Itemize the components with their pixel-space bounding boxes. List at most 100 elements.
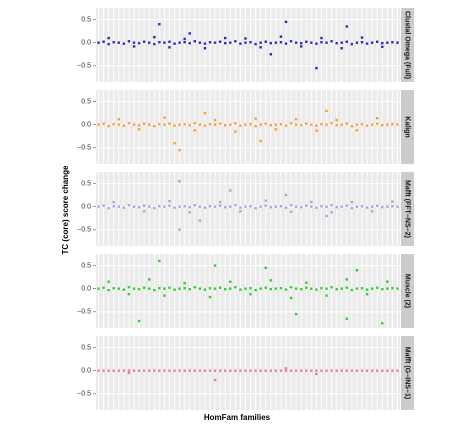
y-tick-label: 0.5 <box>81 16 91 23</box>
point <box>203 124 207 127</box>
point <box>310 41 313 44</box>
point <box>284 206 288 209</box>
point <box>391 41 394 44</box>
point <box>335 123 338 127</box>
y-tick-label: 0.5 <box>81 262 91 269</box>
point <box>365 124 369 127</box>
panel-background <box>96 336 400 410</box>
point <box>188 123 191 127</box>
point <box>203 111 207 115</box>
point <box>183 41 186 44</box>
point <box>269 53 272 56</box>
point <box>340 205 343 208</box>
point <box>107 206 110 210</box>
point <box>391 123 394 126</box>
point <box>234 122 237 125</box>
point <box>284 369 288 372</box>
y-tick-label: 0.5 <box>81 98 91 105</box>
point <box>345 40 348 43</box>
point <box>376 40 379 43</box>
facet-title: Kalign <box>404 116 411 137</box>
point <box>163 205 166 208</box>
point <box>117 287 120 290</box>
point <box>132 287 136 290</box>
point <box>203 47 207 50</box>
point <box>365 206 369 209</box>
point <box>117 369 120 372</box>
point <box>203 206 207 209</box>
point <box>234 130 237 133</box>
point <box>370 369 374 372</box>
point <box>386 369 389 372</box>
y-tick-label: −0.5 <box>77 309 91 316</box>
point <box>284 193 288 197</box>
point <box>360 205 364 208</box>
point <box>330 40 333 43</box>
point <box>163 287 166 290</box>
point <box>173 141 176 145</box>
point <box>163 123 166 126</box>
point <box>305 40 308 43</box>
point <box>345 369 348 372</box>
point <box>315 288 318 291</box>
point <box>239 210 242 213</box>
facet-title: Muscle (2) <box>404 274 411 308</box>
point <box>315 42 318 45</box>
point <box>294 287 298 290</box>
point <box>137 41 141 45</box>
point <box>330 286 333 289</box>
point <box>340 47 343 50</box>
point <box>335 118 338 122</box>
y-tick-label: −0.5 <box>77 227 91 234</box>
point <box>218 122 222 125</box>
point <box>315 124 318 127</box>
point <box>325 41 328 44</box>
point <box>335 287 338 291</box>
point <box>173 288 176 291</box>
point <box>264 40 267 43</box>
point <box>249 369 252 372</box>
point <box>213 264 217 267</box>
point <box>279 369 283 372</box>
point <box>142 286 146 289</box>
point <box>127 286 131 289</box>
point <box>239 124 242 127</box>
point <box>127 293 131 296</box>
point <box>340 369 343 372</box>
point <box>310 369 313 372</box>
point <box>396 369 399 372</box>
point <box>107 36 110 40</box>
point <box>381 369 384 372</box>
point <box>112 287 115 290</box>
point <box>173 369 176 372</box>
point <box>203 288 207 291</box>
point <box>325 205 328 208</box>
point <box>163 41 166 44</box>
facet-title: Mafft (G−INS−1) <box>404 347 411 400</box>
y-tick-label: −0.5 <box>77 63 91 70</box>
point <box>345 122 348 125</box>
point <box>117 123 120 126</box>
point <box>234 369 237 372</box>
point <box>148 278 151 281</box>
point <box>279 123 283 126</box>
point <box>178 287 181 290</box>
point <box>386 41 389 44</box>
point <box>386 123 389 126</box>
point <box>350 369 354 372</box>
point <box>198 41 202 44</box>
point <box>274 128 278 131</box>
point <box>132 41 136 44</box>
point <box>112 123 115 126</box>
facet-strip <box>401 254 414 328</box>
point <box>345 286 348 289</box>
point <box>310 287 313 290</box>
point <box>320 36 323 40</box>
point <box>320 287 323 290</box>
point <box>127 122 131 125</box>
point <box>325 214 328 218</box>
point <box>208 287 212 290</box>
point <box>284 124 288 127</box>
point <box>279 35 283 38</box>
point <box>264 199 267 202</box>
